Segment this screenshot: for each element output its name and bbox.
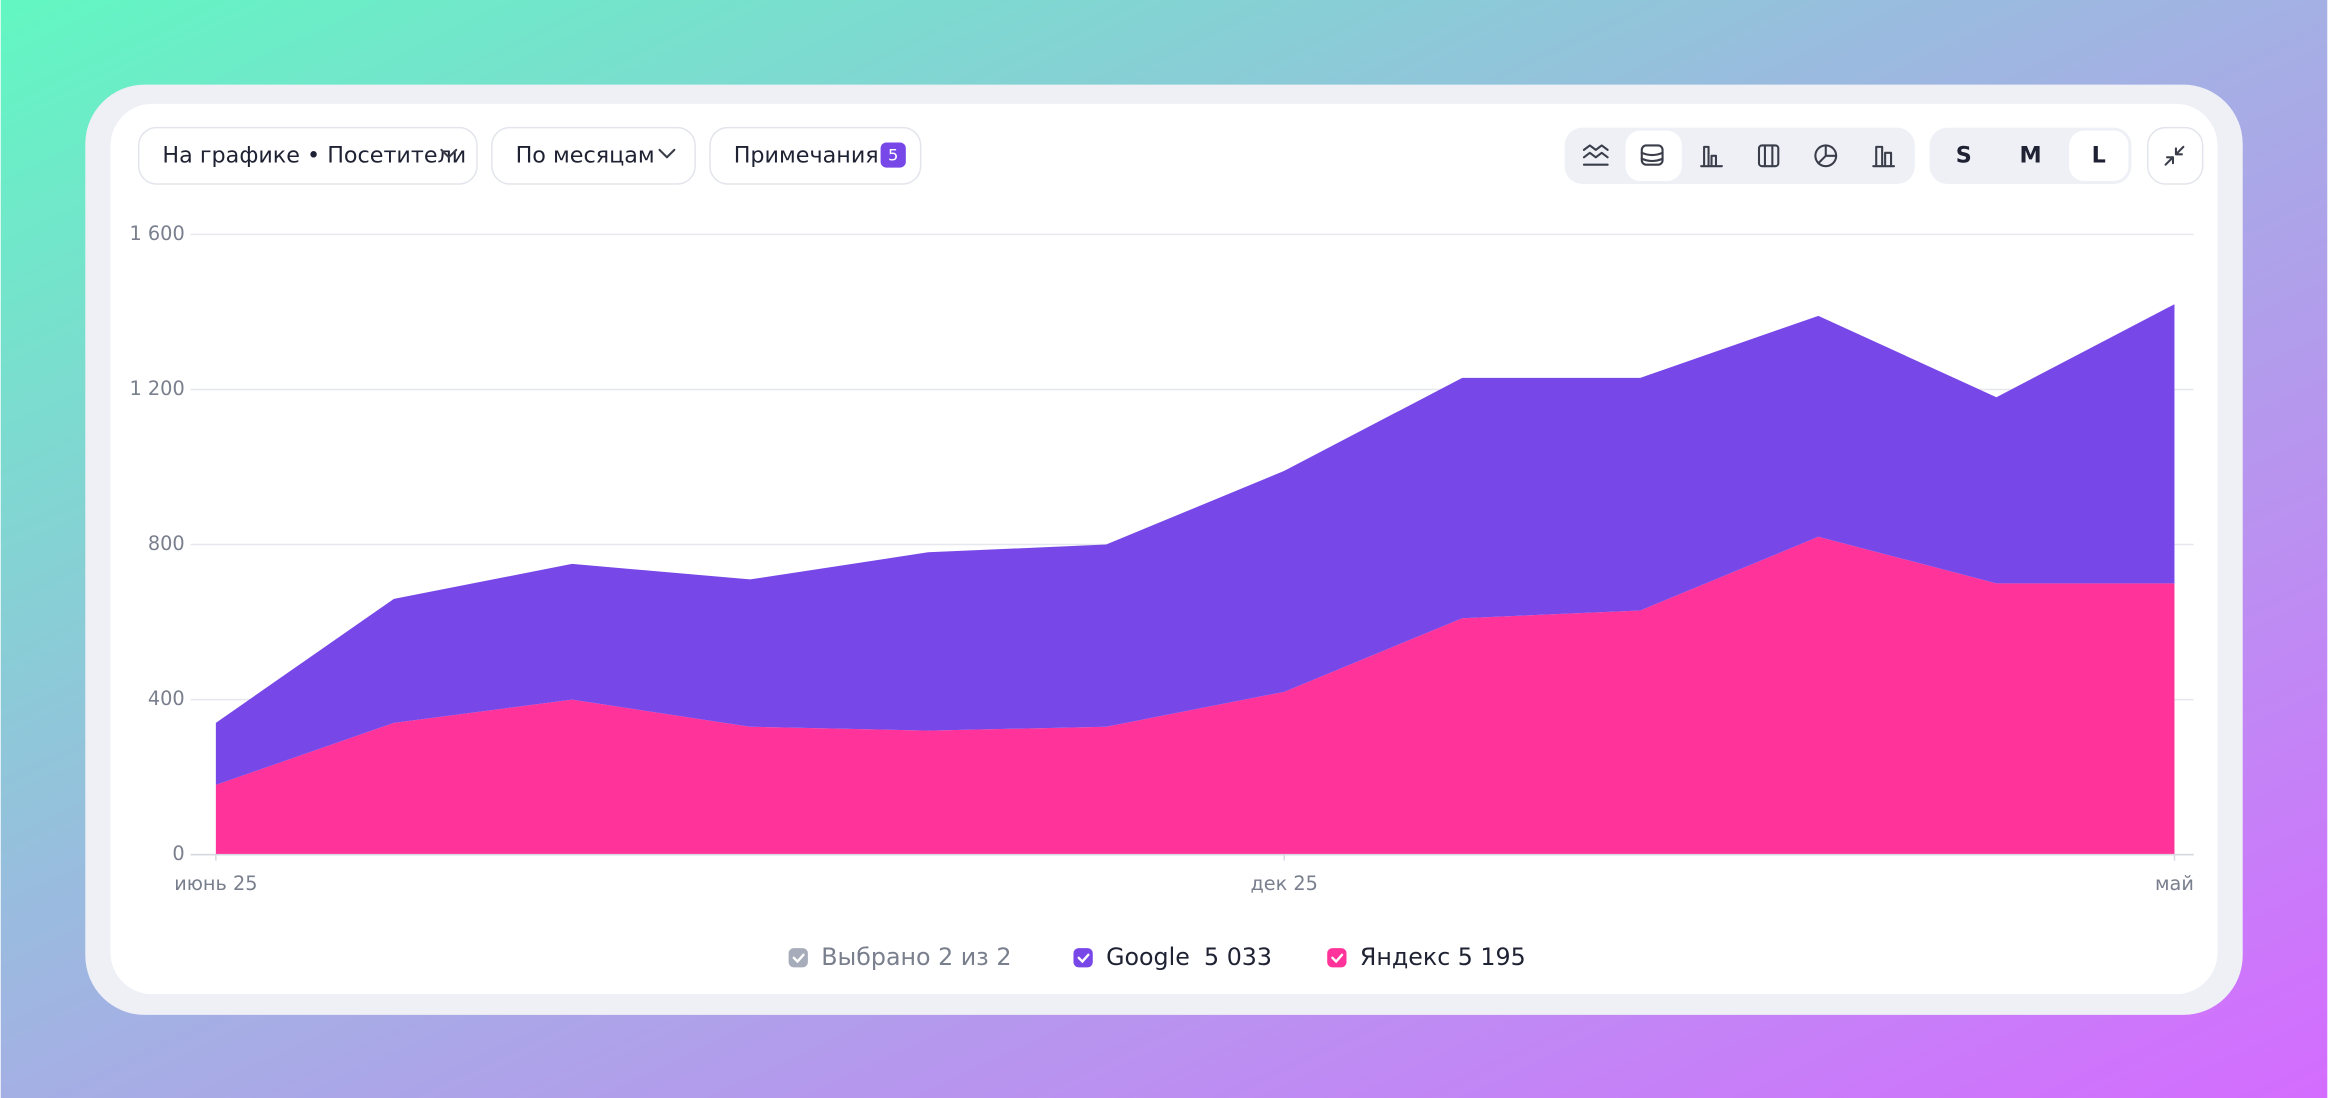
size-s[interactable]: S bbox=[1956, 142, 1972, 168]
notes-badge bbox=[880, 142, 906, 168]
chart: 0 400 800 1 200 1 600 июнь 25 дек 25 май bbox=[130, 222, 2194, 895]
legend-check bbox=[1077, 953, 1090, 964]
chart-type-line[interactable] bbox=[1582, 144, 1609, 166]
legend-label[interactable]: Яндекс bbox=[1360, 943, 1450, 971]
notes-button[interactable] bbox=[709, 126, 922, 185]
collapse-button[interactable] bbox=[2147, 126, 2204, 185]
y-tick-label: 0 bbox=[172, 842, 184, 865]
x-tick-label: дек 25 bbox=[1250, 872, 1317, 895]
legend-check bbox=[1331, 953, 1344, 964]
legend-total: 5 195 bbox=[1458, 943, 1526, 971]
y-tick-label: 1 600 bbox=[130, 222, 185, 245]
size-l[interactable]: L bbox=[2092, 142, 2106, 168]
chart-type-area[interactable] bbox=[1640, 144, 1664, 166]
chart-type-group bbox=[1564, 127, 1915, 184]
notes-label: Примечания bbox=[734, 142, 879, 168]
x-tick-label: июнь 25 bbox=[174, 872, 257, 895]
chart-type-table[interactable] bbox=[1757, 144, 1780, 168]
chart-type-bars[interactable] bbox=[1700, 145, 1723, 168]
legend-summary[interactable]: Выбрано 2 из 2 bbox=[821, 943, 1011, 971]
legend-checkbox bbox=[788, 948, 808, 968]
legend: Выбрано 2 из 2 Google 5 033 Яндекс 5 195 bbox=[788, 943, 1526, 971]
metric-dropdown[interactable] bbox=[137, 126, 478, 185]
legend-check bbox=[792, 953, 805, 964]
legend-checkbox bbox=[1327, 948, 1347, 968]
chart-type-columns[interactable] bbox=[1872, 145, 1896, 168]
collapse-icon bbox=[2164, 145, 2185, 166]
chevron bbox=[658, 148, 676, 159]
area bbox=[215, 536, 2175, 855]
y-tick-label: 800 bbox=[148, 532, 185, 555]
legend-checkbox bbox=[1073, 948, 1093, 968]
legend-label[interactable]: Google bbox=[1106, 943, 1190, 971]
size-selected bbox=[2069, 130, 2129, 182]
area bbox=[215, 304, 2175, 785]
x-tick-label: май bbox=[2155, 872, 2194, 895]
period-dropdown[interactable] bbox=[491, 126, 696, 185]
y-tick-label: 1 200 bbox=[130, 377, 185, 400]
notes-count: 5 bbox=[888, 145, 898, 164]
toolbar: На графике • Посетители По месяцам Приме… bbox=[137, 126, 2204, 185]
chevron bbox=[440, 148, 458, 159]
size-m[interactable]: M bbox=[2019, 142, 2041, 168]
metric-dropdown-label: На графике • Посетители bbox=[162, 142, 466, 168]
y-tick-label: 400 bbox=[148, 687, 185, 710]
period-dropdown-label: По месяцам bbox=[516, 142, 655, 168]
legend-total: 5 033 bbox=[1204, 943, 1272, 971]
chart-type-pie[interactable] bbox=[1814, 144, 1838, 168]
